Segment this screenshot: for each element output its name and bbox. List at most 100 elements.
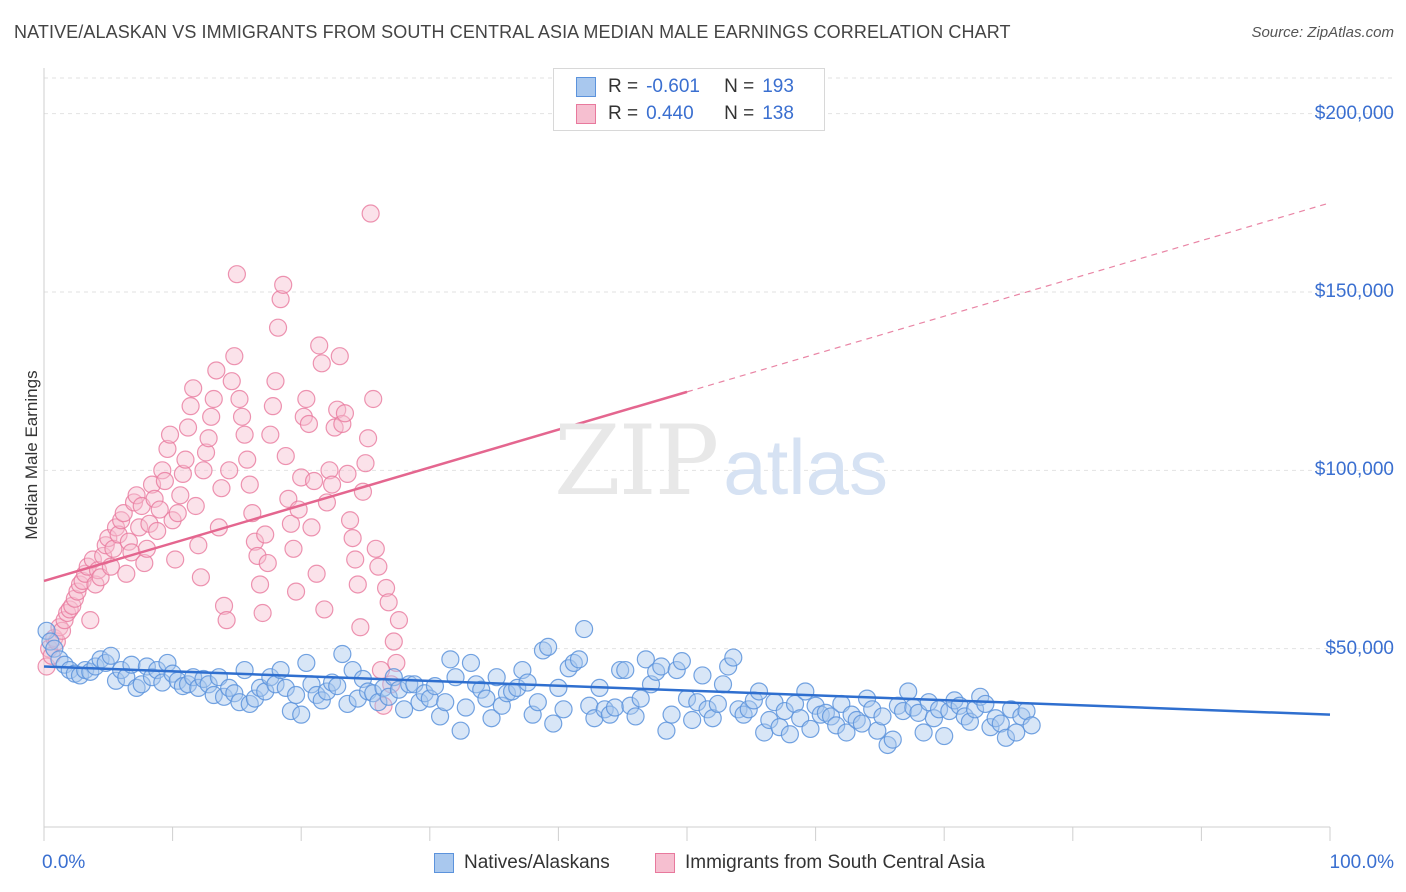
natives-point-88 (487, 668, 506, 687)
natives-point-172 (919, 693, 938, 712)
immigrants-point-136 (387, 653, 406, 673)
natives-point-77 (430, 707, 450, 726)
immigrants-point-117 (338, 464, 357, 483)
natives-point-139 (749, 682, 769, 701)
immigrants-point-119 (343, 528, 362, 548)
immigrants-point-87 (261, 425, 280, 444)
immigrants-point-96 (284, 539, 303, 558)
natives-point-192 (1022, 716, 1041, 735)
y-tick-label-1: $100,000 (1314, 459, 1394, 481)
natives-point-48 (281, 701, 301, 721)
immigrants-point-35 (127, 486, 146, 505)
natives-point-50 (292, 705, 311, 724)
immigrants-point-122 (351, 618, 370, 637)
immigrants-point-11 (65, 589, 84, 608)
natives-point-49 (286, 685, 306, 705)
natives-point-165 (883, 730, 902, 749)
immigrants-point-68 (212, 479, 231, 498)
immigrants-point-71 (220, 461, 239, 480)
natives-point-40 (240, 694, 259, 714)
natives-point-113 (616, 660, 635, 680)
legend-n-label: N = (724, 76, 755, 97)
immigrants-point-52 (171, 486, 190, 505)
series-legend-natives: Natives/Alaskans (434, 852, 610, 874)
natives-point-129 (698, 700, 717, 719)
watermark-zip: ZIP (554, 405, 719, 517)
natives-point-153 (821, 707, 841, 726)
immigrants-point-110 (320, 461, 339, 480)
natives-point-114 (621, 696, 640, 715)
natives-point-53 (307, 685, 326, 705)
watermark: ZIPatlas (554, 405, 888, 517)
immigrants-point-101 (297, 389, 316, 409)
natives-point-158 (847, 710, 866, 730)
natives-point-103 (564, 653, 583, 673)
natives-point-126 (683, 710, 702, 730)
natives-point-94 (518, 673, 537, 692)
y-tick-label-3: $200,000 (1314, 102, 1394, 124)
legend-row-natives: R = -0.601 N = 193 (576, 75, 794, 99)
series-legend-label-natives: Natives/Alaskans (464, 852, 610, 873)
immigrants-point-32 (119, 532, 138, 551)
immigrants-point-132 (376, 578, 396, 598)
immigrants-points (37, 204, 409, 715)
natives-point-39 (235, 660, 254, 680)
immigrants-point-40 (140, 514, 159, 533)
natives-point-115 (626, 707, 645, 726)
immigrants-point-81 (245, 532, 265, 551)
natives-point-128 (693, 666, 712, 685)
natives-point-31 (194, 669, 213, 689)
series-legend: Natives/Alaskans Immigrants from South C… (0, 852, 1406, 878)
natives-point-0 (37, 621, 56, 640)
legend-r-value-natives: -0.601 (646, 76, 700, 97)
immigrants-point-47 (158, 439, 177, 459)
natives-point-59 (338, 694, 357, 714)
immigrants-point-64 (202, 407, 221, 426)
natives-point-5 (60, 660, 79, 680)
natives-point-116 (631, 689, 650, 708)
series-swatch-pink (655, 853, 675, 873)
natives-point-162 (868, 721, 887, 740)
natives-point-119 (647, 662, 666, 681)
natives-point-122 (662, 705, 681, 724)
immigrants-point-77 (235, 425, 254, 444)
natives-point-173 (924, 709, 944, 728)
natives-point-13 (101, 646, 120, 665)
immigrants-point-105 (307, 564, 326, 583)
immigrants-point-58 (186, 496, 205, 516)
natives-point-81 (451, 721, 470, 740)
natives-point-86 (477, 689, 496, 708)
immigrants-point-107 (312, 354, 331, 373)
natives-point-78 (436, 693, 455, 712)
immigrants-point-82 (248, 546, 267, 566)
immigrants-point-78 (238, 450, 257, 469)
legend-n-value-immigrants: 138 (762, 103, 794, 124)
immigrants-point-42 (145, 489, 164, 508)
natives-point-67 (379, 687, 398, 706)
watermark-atlas: atlas (723, 423, 888, 511)
natives-point-55 (317, 682, 337, 701)
natives-point-73 (410, 693, 429, 712)
natives-point-136 (734, 705, 753, 724)
immigrants-point-57 (184, 379, 203, 398)
chart-title: NATIVE/ALASKAN VS IMMIGRANTS FROM SOUTH … (14, 22, 1011, 42)
natives-point-143 (770, 718, 789, 737)
natives-point-105 (575, 619, 594, 639)
legend-n-value-natives: 193 (762, 76, 794, 97)
legend-swatch-blue (576, 77, 596, 97)
natives-point-58 (333, 644, 352, 664)
immigrants-point-89 (266, 372, 285, 391)
immigrants-point-90 (268, 318, 288, 337)
immigrants-point-66 (207, 361, 226, 380)
natives-point-112 (611, 660, 630, 680)
natives-point-64 (364, 684, 383, 703)
immigrants-point-125 (358, 429, 378, 448)
immigrants-point-50 (166, 550, 185, 569)
natives-point-150 (806, 696, 825, 715)
immigrants-point-103 (302, 518, 321, 537)
legend-r-label: R = (608, 103, 639, 124)
immigrants-point-46 (155, 471, 174, 491)
immigrants-point-128 (366, 539, 385, 558)
immigrants-point-54 (176, 450, 195, 469)
natives-point-36 (220, 678, 239, 698)
